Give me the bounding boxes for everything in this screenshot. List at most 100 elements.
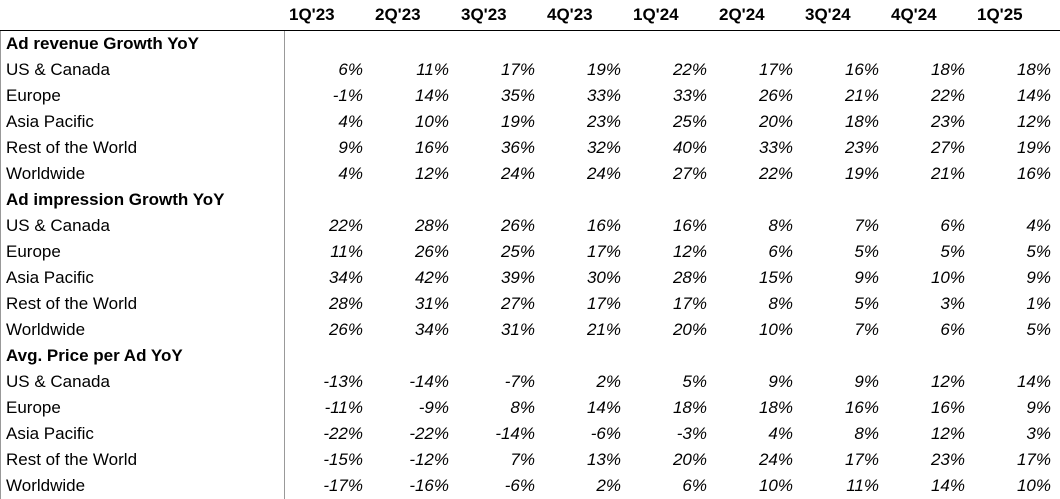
table-cell[interactable]: 18% (672, 398, 707, 417)
table-cell[interactable]: 22% (672, 60, 707, 79)
table-cell[interactable]: 32% (586, 138, 621, 157)
table-cell[interactable]: 20% (758, 112, 793, 131)
table-cell[interactable]: 16% (586, 216, 621, 235)
table-cell[interactable]: 21% (930, 164, 965, 183)
table-cell[interactable]: -14% (409, 372, 449, 391)
table-cell[interactable]: 5% (682, 372, 707, 391)
column-header[interactable]: 3Q'23 (461, 5, 507, 24)
table-cell[interactable]: 8% (768, 216, 793, 235)
table-cell[interactable]: 21% (586, 320, 621, 339)
table-cell[interactable]: 19% (586, 60, 621, 79)
table-cell[interactable]: 6% (768, 242, 793, 261)
column-header[interactable]: 4Q'24 (891, 5, 937, 24)
table-cell[interactable]: 3% (1026, 424, 1051, 443)
row-label[interactable]: Worldwide (0, 473, 285, 499)
table-cell[interactable]: -6% (590, 424, 621, 443)
table-cell[interactable]: 9% (1026, 268, 1051, 287)
table-cell[interactable]: 34% (414, 320, 449, 339)
table-cell[interactable]: 21% (844, 86, 879, 105)
table-cell[interactable]: 17% (586, 294, 621, 313)
table-cell[interactable]: 4% (768, 424, 793, 443)
table-cell[interactable]: 23% (930, 112, 965, 131)
row-label[interactable]: Rest of the World (0, 291, 285, 317)
table-cell[interactable]: 9% (338, 138, 363, 157)
row-label[interactable]: Rest of the World (0, 135, 285, 161)
table-cell[interactable]: 28% (414, 216, 449, 235)
table-cell[interactable]: 22% (758, 164, 793, 183)
table-cell[interactable]: 9% (854, 268, 879, 287)
table-cell[interactable]: -15% (323, 450, 363, 469)
table-cell[interactable]: 19% (1016, 138, 1051, 157)
table-cell[interactable]: 25% (500, 242, 535, 261)
table-cell[interactable]: 11% (416, 60, 449, 79)
table-cell[interactable]: 36% (500, 138, 535, 157)
table-cell[interactable]: 30% (586, 268, 621, 287)
table-cell[interactable]: 35% (500, 86, 535, 105)
table-cell[interactable]: 33% (758, 138, 793, 157)
table-cell[interactable]: -17% (323, 476, 363, 495)
table-cell[interactable]: -11% (324, 398, 363, 417)
table-cell[interactable]: 33% (586, 86, 621, 105)
table-cell[interactable]: 10% (1016, 476, 1051, 495)
table-cell[interactable]: 27% (930, 138, 965, 157)
table-cell[interactable]: 20% (672, 450, 707, 469)
table-cell[interactable]: 17% (844, 450, 879, 469)
table-cell[interactable]: 14% (1016, 372, 1051, 391)
section-title[interactable]: Ad impression Growth YoY (0, 187, 285, 213)
section-title[interactable]: Ad revenue Growth YoY (0, 31, 285, 57)
table-cell[interactable]: -9% (418, 398, 449, 417)
table-cell[interactable]: 28% (328, 294, 363, 313)
table-cell[interactable]: -22% (323, 424, 363, 443)
table-cell[interactable]: 14% (414, 86, 449, 105)
table-cell[interactable]: 25% (672, 112, 707, 131)
table-cell[interactable]: 23% (930, 450, 965, 469)
table-cell[interactable]: 5% (854, 294, 879, 313)
column-header[interactable]: 1Q'25 (977, 5, 1023, 24)
table-cell[interactable]: 15% (758, 268, 793, 287)
table-cell[interactable]: 19% (500, 112, 535, 131)
table-cell[interactable]: 10% (758, 476, 793, 495)
table-cell[interactable]: 27% (500, 294, 535, 313)
table-cell[interactable]: -1% (332, 86, 363, 105)
table-cell[interactable]: 28% (672, 268, 707, 287)
table-cell[interactable]: 12% (672, 242, 707, 261)
table-cell[interactable]: 7% (510, 450, 535, 469)
table-cell[interactable]: 16% (844, 60, 879, 79)
table-cell[interactable]: -12% (409, 450, 449, 469)
table-cell[interactable]: 12% (414, 164, 449, 183)
table-cell[interactable]: 9% (854, 372, 879, 391)
table-cell[interactable]: 33% (672, 86, 707, 105)
table-cell[interactable]: 4% (1026, 216, 1051, 235)
table-cell[interactable]: 26% (500, 216, 535, 235)
table-cell[interactable]: -14% (495, 424, 535, 443)
table-cell[interactable]: -22% (409, 424, 449, 443)
table-cell[interactable]: 1% (1026, 294, 1051, 313)
table-cell[interactable]: 16% (930, 398, 965, 417)
table-cell[interactable]: 6% (682, 476, 707, 495)
table-cell[interactable]: 8% (510, 398, 535, 417)
table-cell[interactable]: 12% (930, 372, 965, 391)
row-label[interactable]: Worldwide (0, 317, 285, 343)
column-header[interactable]: 4Q'23 (547, 5, 593, 24)
table-cell[interactable]: 18% (844, 112, 879, 131)
table-cell[interactable]: 26% (758, 86, 793, 105)
row-label[interactable]: Asia Pacific (0, 421, 285, 447)
column-header[interactable]: 3Q'24 (805, 5, 851, 24)
table-cell[interactable]: 26% (328, 320, 363, 339)
table-cell[interactable]: 23% (586, 112, 621, 131)
row-label[interactable]: US & Canada (0, 369, 285, 395)
table-cell[interactable]: 24% (500, 164, 535, 183)
table-cell[interactable]: 14% (1016, 86, 1051, 105)
table-cell[interactable]: 9% (768, 372, 793, 391)
table-cell[interactable]: 18% (930, 60, 965, 79)
table-cell[interactable]: 13% (586, 450, 621, 469)
table-cell[interactable]: 2% (596, 476, 621, 495)
table-cell[interactable]: 9% (1026, 398, 1051, 417)
table-cell[interactable]: 6% (940, 216, 965, 235)
table-cell[interactable]: 24% (586, 164, 621, 183)
table-cell[interactable]: 26% (414, 242, 449, 261)
table-cell[interactable]: 3% (940, 294, 965, 313)
row-label[interactable]: Rest of the World (0, 447, 285, 473)
table-cell[interactable]: 10% (758, 320, 793, 339)
table-cell[interactable]: 16% (1016, 164, 1051, 183)
